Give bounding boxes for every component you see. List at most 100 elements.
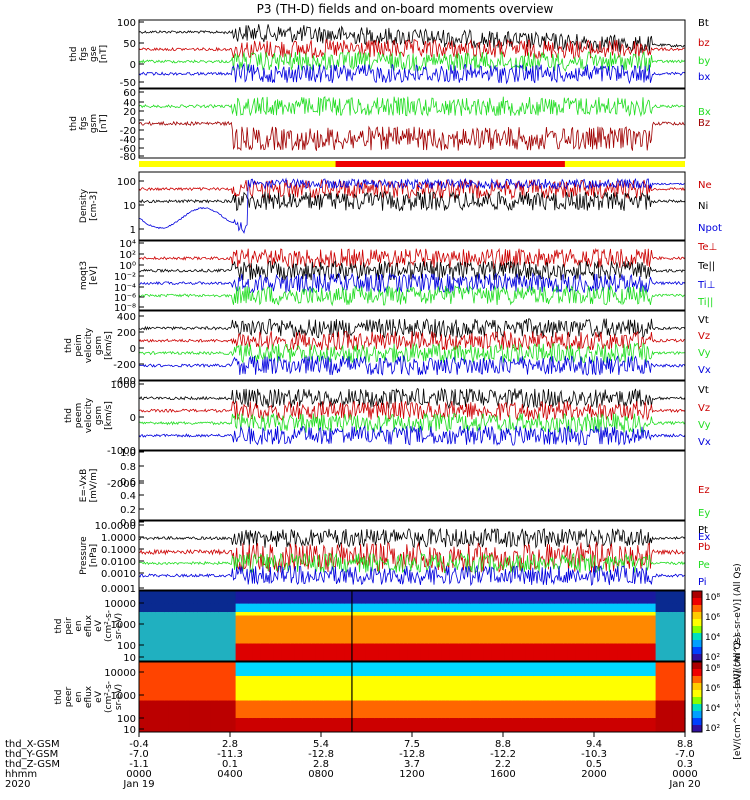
- spectrogram-cell: [529, 615, 535, 644]
- panel-frame: [138, 450, 686, 521]
- spectrogram-cell: [491, 643, 497, 662]
- spectrogram-cell: [386, 662, 392, 677]
- spectrogram-cell: [571, 676, 577, 701]
- spectrogram-cell: [500, 603, 505, 613]
- spectrogram-cell: [575, 700, 581, 719]
- spectrogram-cell: [407, 676, 413, 701]
- colorbar-segment: [692, 697, 702, 705]
- spectrogram-cell: [302, 676, 308, 701]
- spectrogram-cell: [265, 700, 270, 719]
- spectrogram-cell: [412, 615, 417, 644]
- spectrogram-cell: [315, 612, 321, 616]
- spectrogram-cell: [449, 615, 455, 644]
- spectrogram-cell: [395, 603, 400, 613]
- y-tick-label: -200: [113, 360, 136, 371]
- spectrogram-cell: [449, 676, 455, 701]
- spectrogram-cell: [223, 591, 228, 604]
- spectrogram-cell: [315, 718, 321, 733]
- spectrogram-cell: [664, 615, 669, 644]
- spectrogram-cell: [185, 591, 190, 604]
- y-tick-label: 10000: [104, 599, 136, 610]
- spectrogram-cell: [319, 612, 325, 616]
- spectrogram-cell: [554, 643, 560, 662]
- panel-density: 100 10 1 Density[cm-3] Ne Ni Npot: [79, 171, 722, 241]
- spectrogram-cell: [475, 676, 480, 701]
- x-tick-label: 0800: [308, 769, 333, 780]
- spectrogram-cell: [680, 676, 686, 701]
- spectrogram-cell: [554, 700, 560, 719]
- colorbar-segment: [692, 662, 702, 670]
- spectrogram-cell: [139, 718, 144, 733]
- spectrogram-cell: [370, 591, 375, 604]
- spectrogram-cell: [252, 700, 258, 719]
- spectrogram-cell: [365, 615, 371, 644]
- x-tick-label: 0.3: [677, 759, 693, 770]
- spectrogram-cell: [361, 615, 367, 644]
- spectrogram-cell: [374, 718, 379, 733]
- spectrogram-cell: [508, 643, 514, 662]
- spectrogram-cell: [328, 615, 333, 644]
- spectrogram-cell: [193, 718, 199, 733]
- spectrogram-cell: [651, 612, 657, 616]
- x-tick-label: 1600: [490, 769, 515, 780]
- spectrogram-cell: [239, 615, 245, 644]
- spectrogram-cell: [206, 700, 211, 719]
- y-tick-label: -2000: [107, 479, 136, 490]
- spectrogram-cell: [424, 662, 430, 677]
- spectrogram-cell: [525, 643, 531, 662]
- spectrogram-cell: [542, 603, 547, 613]
- spectrogram-cell: [164, 676, 169, 701]
- spectrogram-cell: [634, 643, 640, 662]
- spectrogram-cell: [647, 591, 652, 604]
- spectrogram-cell: [441, 615, 447, 644]
- spectrogram-cell: [286, 643, 291, 662]
- spectrogram-cell: [181, 612, 186, 616]
- spectrogram-cell: [403, 612, 409, 616]
- spectrogram-cell: [328, 700, 333, 719]
- spectrogram-cell: [559, 603, 564, 613]
- spectrogram-cell: [584, 676, 589, 701]
- spectrogram-cell: [651, 718, 657, 733]
- x-tick-label: -0.4: [129, 739, 149, 750]
- spectrogram-cell: [160, 676, 165, 701]
- spectrogram-cell: [449, 643, 455, 662]
- spectrogram-cell: [281, 643, 287, 662]
- spectrogram-cell: [508, 612, 514, 616]
- spectrogram-cell: [659, 700, 665, 719]
- y-tick-label: 1000: [111, 691, 136, 702]
- y-axis-label: thdpeimvelocitygsm[km/s]: [64, 327, 114, 363]
- spectrogram-cell: [664, 612, 669, 616]
- spectrogram-cell: [231, 612, 237, 616]
- spectrogram-cell: [386, 612, 392, 616]
- spectrogram-cell: [496, 643, 501, 662]
- spectrogram-cell: [609, 676, 615, 701]
- spectrogram-cell: [567, 700, 573, 719]
- x-tick-label: 0400: [217, 769, 242, 780]
- y-tick-label: -40: [120, 135, 136, 146]
- spectrogram-cell: [458, 615, 463, 644]
- spectrogram-cell: [672, 662, 678, 677]
- spectrogram-cell: [458, 591, 463, 604]
- spectrogram-cell: [218, 591, 224, 604]
- spectrogram-cell: [181, 662, 186, 677]
- spectrogram-cell: [340, 603, 346, 613]
- spectrogram-cell: [147, 591, 153, 604]
- spectrogram-cell: [290, 603, 295, 613]
- legend-Vy: Vy: [698, 420, 711, 431]
- spectrogram-cell: [185, 700, 190, 719]
- spectrogram-cell: [508, 662, 514, 677]
- spectrogram-cell: [290, 643, 295, 662]
- spectrogram-cell: [181, 603, 186, 613]
- spectrogram-cell: [399, 612, 405, 616]
- spectrogram-cell: [659, 662, 665, 677]
- y-axis-label-line: sr-eV): [114, 684, 124, 710]
- spectrogram-cell: [567, 612, 573, 616]
- spectrogram-cell: [374, 615, 379, 644]
- colorbar-tick-label: 10²: [705, 653, 720, 663]
- legend-Ni: Ni: [698, 201, 708, 212]
- spectrogram-cell: [500, 718, 505, 733]
- spectrogram-cell: [214, 700, 220, 719]
- spectrogram-cell: [374, 676, 379, 701]
- spectrogram-cell: [147, 700, 153, 719]
